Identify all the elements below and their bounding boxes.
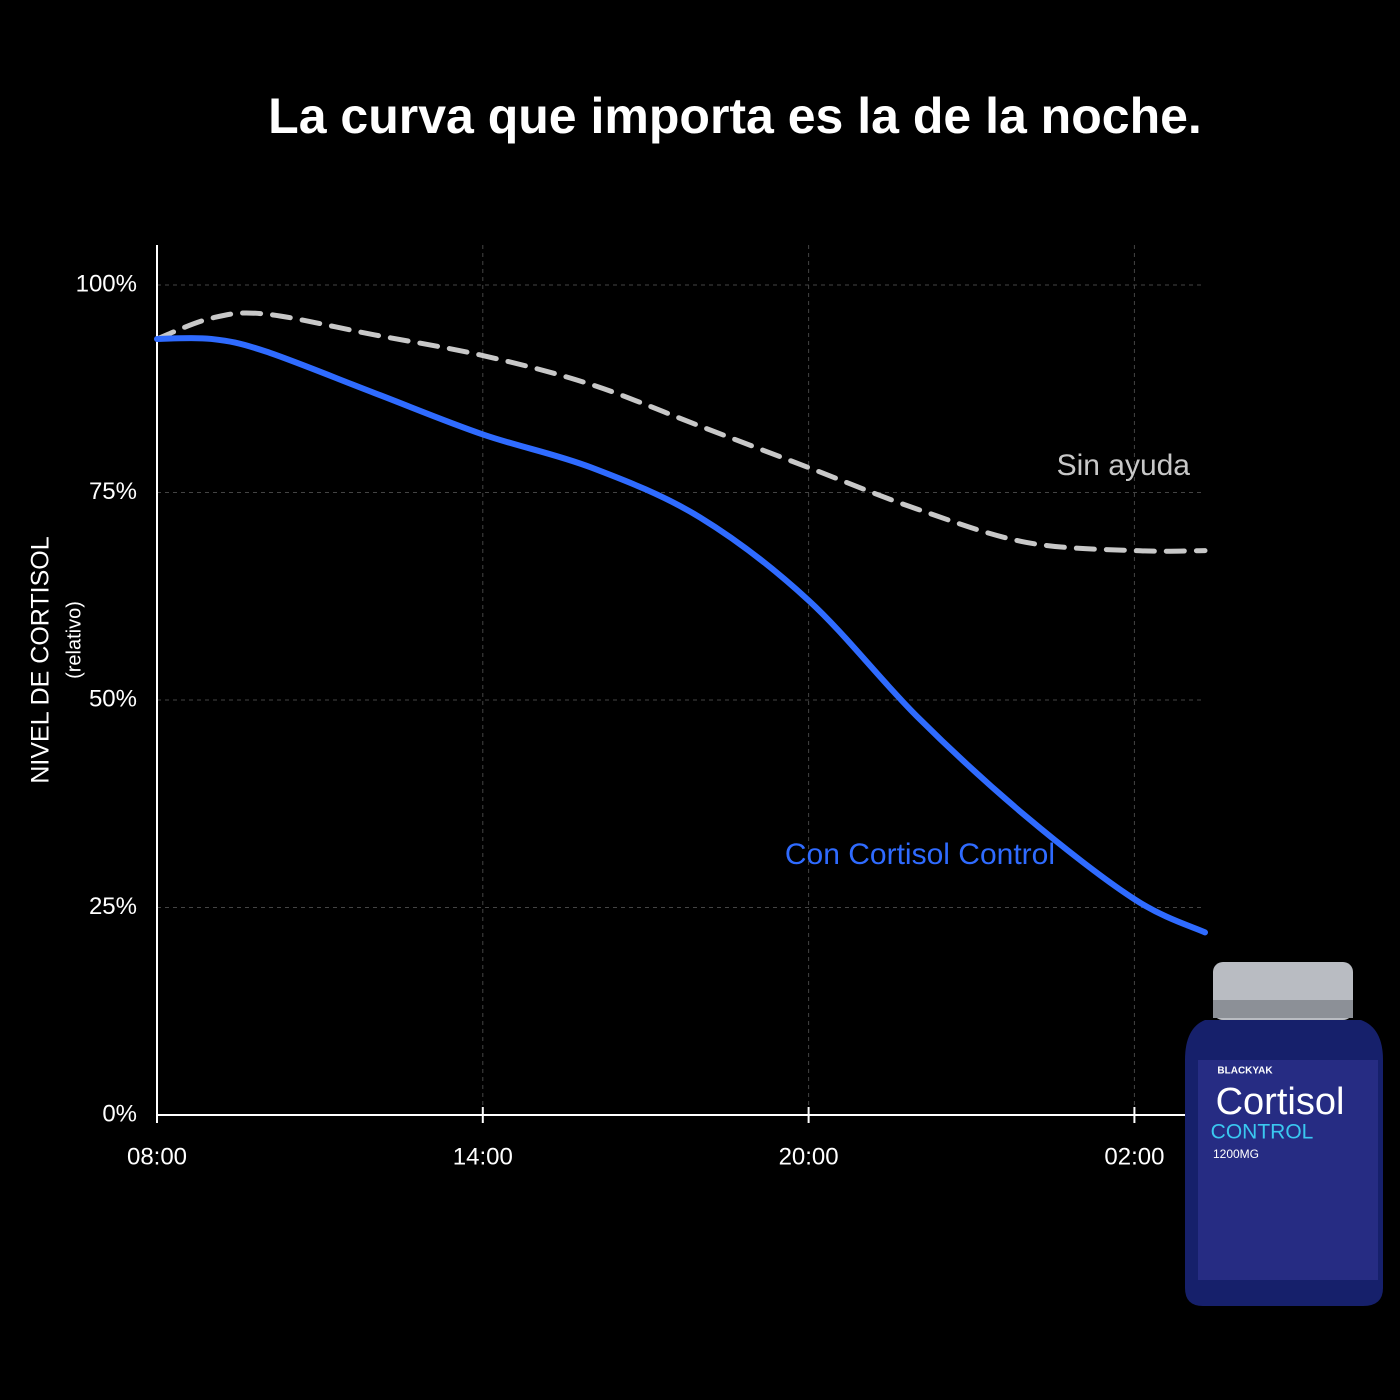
x-tick-label: 02:00: [1104, 1143, 1164, 1170]
chart-title: La curva que importa es la de la noche.: [268, 88, 1202, 144]
product-bottle: BLACKYAK Cortisol CONTROL 1200MG: [1185, 962, 1383, 1306]
product-dose: 1200MG: [1213, 1147, 1259, 1161]
y-axis-label: NIVEL DE CORTISOL: [27, 536, 55, 783]
y-tick-label: 0%: [102, 1100, 137, 1127]
y-tick-label: 50%: [89, 685, 137, 712]
x-tick-label: 08:00: [127, 1143, 187, 1170]
series-line: [154, 310, 1208, 554]
series-label: Sin ayuda: [1057, 449, 1191, 482]
series-line: [154, 335, 1208, 936]
y-tick-label: 75%: [89, 478, 137, 505]
y-axis-sublabel: (relativo): [63, 601, 85, 679]
y-tick-label: 25%: [89, 893, 137, 920]
series-label: Con Cortisol Control: [785, 838, 1055, 871]
x-tick-label: 14:00: [453, 1143, 513, 1170]
product-brand: BLACKYAK: [1217, 1066, 1273, 1077]
product-name: Cortisol: [1216, 1081, 1345, 1123]
y-tick-label: 100%: [76, 270, 137, 297]
x-tick-label: 20:00: [779, 1143, 839, 1170]
product-subname: CONTROL: [1211, 1121, 1314, 1144]
